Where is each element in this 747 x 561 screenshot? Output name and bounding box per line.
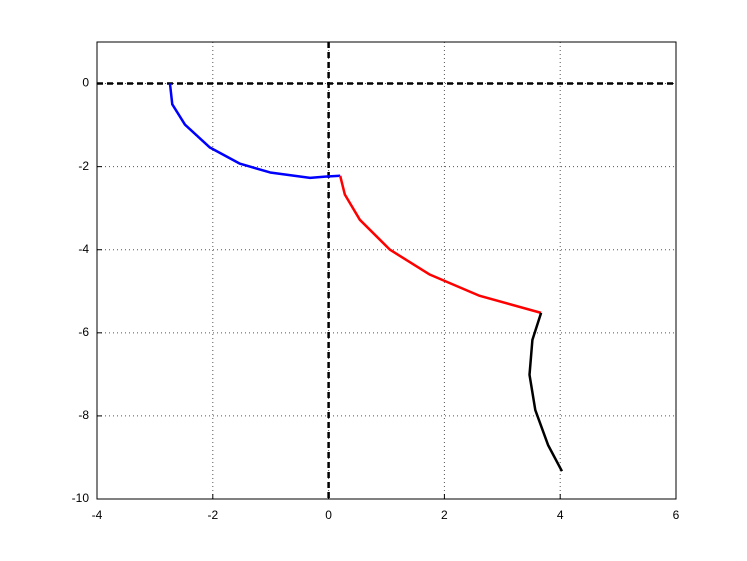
- x-tick-label: 2: [441, 508, 448, 522]
- x-tick-label: 4: [557, 508, 564, 522]
- y-tick-label: -2: [78, 159, 89, 173]
- series-line: [168, 83, 341, 180]
- series-line: [338, 175, 542, 315]
- x-tick-label: 6: [673, 508, 680, 522]
- x-tick-label: -2: [207, 508, 218, 522]
- y-tick-label: 0: [82, 76, 89, 90]
- y-tick-label: -6: [78, 325, 89, 339]
- plot-area: [97, 42, 676, 499]
- x-tick-label: 0: [325, 508, 332, 522]
- series-line: [528, 312, 564, 472]
- y-tick-label: -8: [78, 408, 89, 422]
- x-tick-label: -4: [92, 508, 103, 522]
- y-tick-label: -4: [78, 242, 89, 256]
- plot-frame: [96, 41, 677, 500]
- y-tick-label: -10: [72, 491, 90, 505]
